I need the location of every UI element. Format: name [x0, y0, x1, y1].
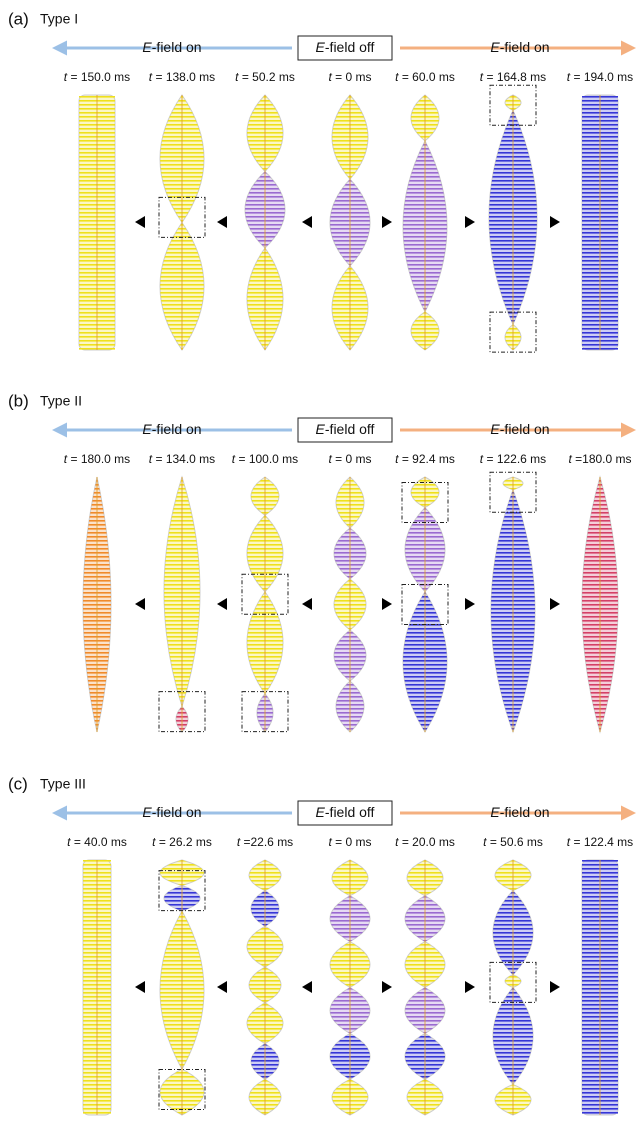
- arrow-right: [550, 981, 560, 993]
- time-label: t = 92.4 ms: [395, 452, 455, 466]
- panel-type: Type II: [40, 393, 82, 409]
- time-label: t = 50.2 ms: [235, 70, 295, 84]
- time-label: t = 26.2 ms: [152, 835, 212, 849]
- arrow-right: [550, 216, 560, 228]
- figure: (a) Type I E-field on E-field off E-field on…: [0, 0, 641, 1126]
- time-label: t = 40.0 ms: [67, 835, 127, 849]
- panel-type: Type I: [40, 11, 78, 27]
- time-label: t = 180.0 ms: [64, 452, 130, 466]
- arrow-left: [217, 216, 227, 228]
- right-label: E-field on: [490, 804, 549, 820]
- time-label: t = 20.0 ms: [395, 835, 455, 849]
- time-label: t =22.6 ms: [237, 835, 293, 849]
- panel-label: (b): [8, 391, 29, 410]
- arrow-left: [217, 981, 227, 993]
- time-label: t = 0 ms: [328, 835, 371, 849]
- arrow-right: [382, 216, 392, 228]
- time-label: t = 164.8 ms: [480, 70, 546, 84]
- time-label: t = 122.4 ms: [567, 835, 633, 849]
- right-label: E-field on: [490, 39, 549, 55]
- arrow-left: [135, 981, 145, 993]
- center-label: E-field off: [316, 421, 375, 437]
- time-label: t = 134.0 ms: [149, 452, 215, 466]
- time-label: t = 0 ms: [328, 70, 371, 84]
- arrow-right: [465, 598, 475, 610]
- arrow-right: [465, 216, 475, 228]
- time-label: t = 122.6 ms: [480, 452, 546, 466]
- panel-label: (a): [8, 9, 29, 28]
- center-label: E-field off: [316, 804, 375, 820]
- time-label: t =180.0 ms: [568, 452, 631, 466]
- time-label: t = 0 ms: [328, 452, 371, 466]
- page: {"panels":[ {"label":"(a)","type":"Type …: [0, 0, 641, 1126]
- arrow-left: [135, 598, 145, 610]
- time-label: t = 50.6 ms: [483, 835, 543, 849]
- left-label: E-field on: [142, 804, 201, 820]
- arrow-left: [302, 216, 312, 228]
- panel-label: (c): [8, 774, 28, 793]
- arrow-left: [217, 598, 227, 610]
- arrow-right: [465, 981, 475, 993]
- center-label: E-field off: [316, 39, 375, 55]
- panel-type: Type III: [40, 776, 86, 792]
- time-label: t = 60.0 ms: [395, 70, 455, 84]
- arrow-left: [302, 981, 312, 993]
- time-label: t = 150.0 ms: [64, 70, 130, 84]
- time-label: t = 100.0 ms: [232, 452, 298, 466]
- left-label: E-field on: [142, 39, 201, 55]
- arrow-right: [382, 981, 392, 993]
- arrow-left: [135, 216, 145, 228]
- time-label: t = 138.0 ms: [149, 70, 215, 84]
- right-label: E-field on: [490, 421, 549, 437]
- arrow-right: [550, 598, 560, 610]
- arrow-left: [302, 598, 312, 610]
- left-label: E-field on: [142, 421, 201, 437]
- time-label: t = 194.0 ms: [567, 70, 633, 84]
- arrow-right: [382, 598, 392, 610]
